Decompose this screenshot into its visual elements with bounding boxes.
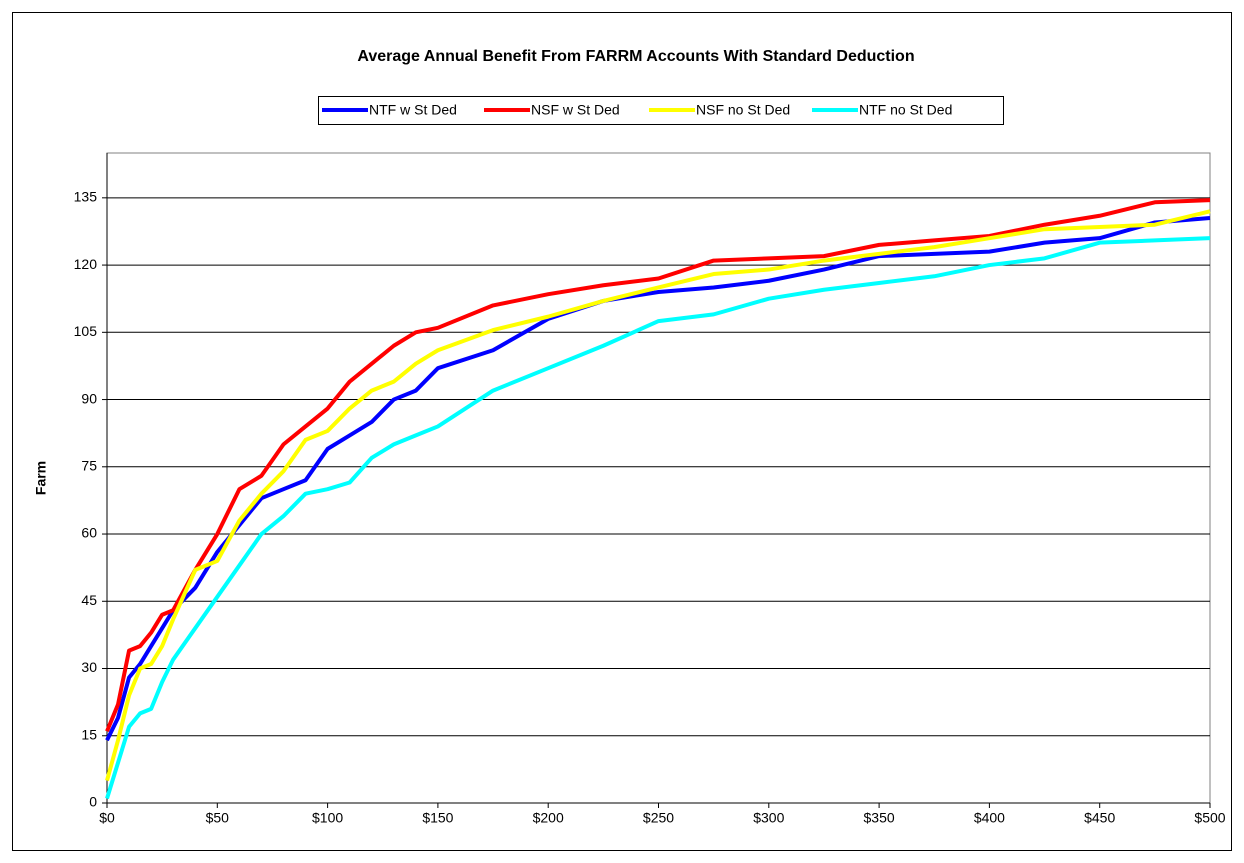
series-line [105,198,1211,733]
y-tick-label: 75 [81,457,97,473]
y-tick-label: 135 [74,189,98,205]
y-tick-label: 45 [81,592,97,608]
legend-label: NSF w St Ded [531,102,620,118]
x-tick-label: $0 [99,810,115,826]
y-tick-label: 105 [74,323,98,339]
x-tick-label: $100 [312,810,343,826]
y-tick-label: 15 [81,726,97,742]
x-tick-label: $500 [1194,810,1225,826]
x-tick-label: $150 [422,810,453,826]
x-tick-label: $50 [206,810,230,826]
y-tick-label: 60 [81,525,97,541]
series-line [105,209,1211,782]
y-tick-label: 120 [74,256,98,272]
series-line [105,236,1211,800]
y-tick-label: 30 [81,659,97,675]
plot-area [106,152,1211,804]
chart-title: Average Annual Benefit From FARRM Accoun… [357,48,914,65]
x-tick-label: $450 [1084,810,1115,826]
x-tick-label: $250 [643,810,674,826]
y-tick-label: 0 [89,794,97,810]
legend-label: NTF no St Ded [859,102,952,118]
series-line [105,216,1211,742]
legend-label: NTF w St Ded [369,102,457,118]
y-tick-label: 90 [81,390,97,406]
x-tick-label: $350 [864,810,895,826]
x-tick-label: $300 [753,810,784,826]
y-axis-title: Farm [33,461,49,495]
x-tick-label: $400 [974,810,1005,826]
x-tick-label: $200 [533,810,564,826]
legend-label: NSF no St Ded [696,102,790,118]
